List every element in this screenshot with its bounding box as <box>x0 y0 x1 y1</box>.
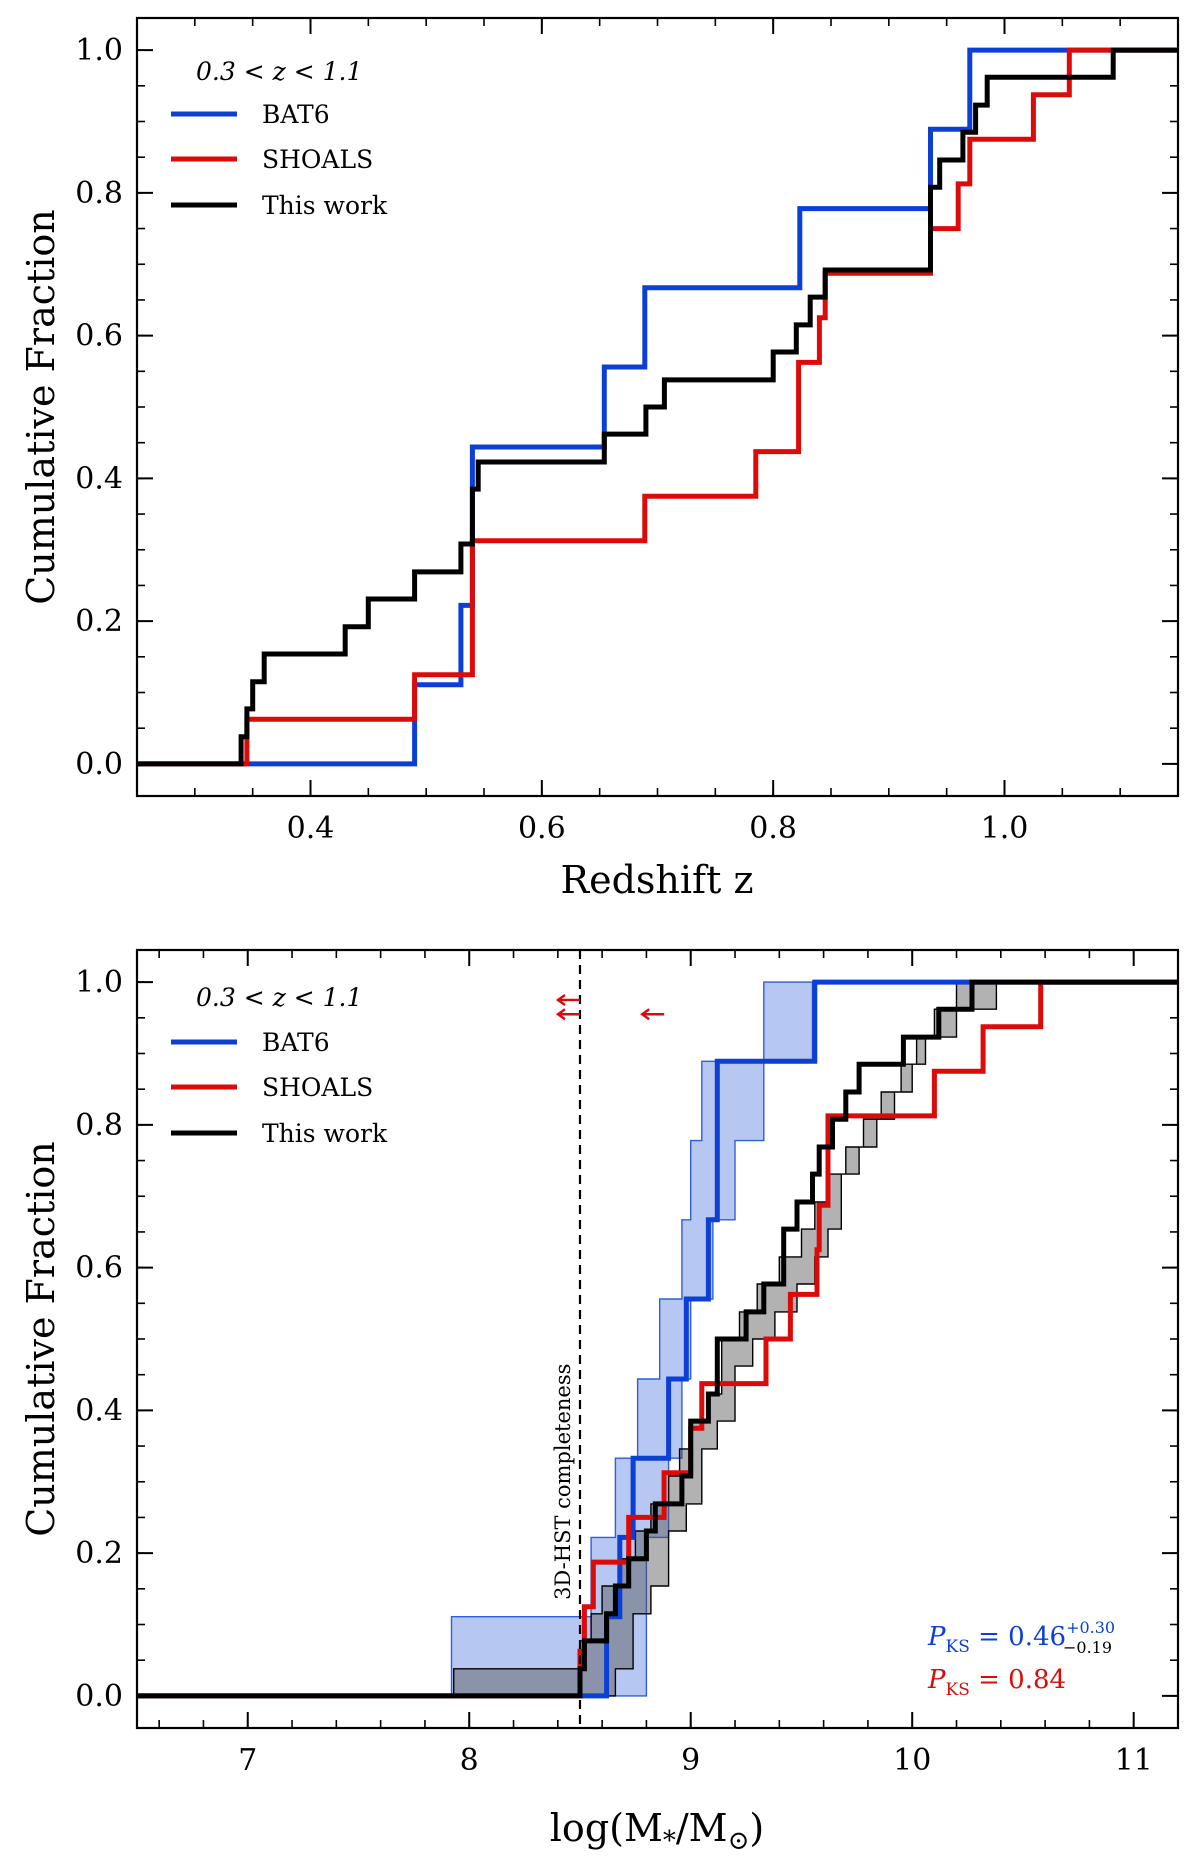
redshift-x-tick-label: 0.4 <box>287 811 335 846</box>
redshift-x-axis-title: Redshift z <box>561 858 754 902</box>
pks-shoals-annotation: PKS = 0.84 <box>927 1665 1066 1700</box>
mass-x-tick-label: 10 <box>893 1743 931 1778</box>
legend-label-bat6: BAT6 <box>262 100 330 129</box>
series-line-this-work <box>137 979 1178 1699</box>
upper-limit-arrows <box>555 993 665 1021</box>
upper-limit-arrow <box>555 993 580 1006</box>
series-line-bat6 <box>137 979 1178 1699</box>
mass-x-tick-label: 11 <box>1115 1743 1153 1778</box>
upper-limit-arrow <box>640 1008 665 1021</box>
mass-x-title-mid: /M <box>676 1806 728 1850</box>
mass-x-axis-title: log(M*/M⊙) <box>550 1806 764 1856</box>
series-line-shoals <box>137 47 1178 767</box>
mass-axis-ticks: 7 8 9 10 11 0.0 0.2 0.4 0.6 0.8 1.0 <box>75 950 1179 1778</box>
redshift-y-axis-title: Cumulative Fraction <box>19 209 63 605</box>
mass-legend: 0.3 < z < 1.1 BAT6 SHOALS This work <box>171 983 388 1148</box>
completeness-label: 3D-HST completeness <box>551 1364 575 1600</box>
redshift-y-tick-label: 0.0 <box>75 747 123 782</box>
mass-y-tick-label: 0.6 <box>75 1251 123 1286</box>
redshift-y-tick-label: 0.4 <box>75 461 123 496</box>
series-line-shoals <box>137 979 1178 1699</box>
series-line-bat6 <box>137 47 1178 767</box>
mass-y-tick-label: 1.0 <box>75 965 123 1000</box>
pks-shoals-subscript: KS <box>946 1680 970 1700</box>
mass-y-tick-label: 0.2 <box>75 1536 123 1571</box>
legend-label-bat6: BAT6 <box>262 1028 330 1057</box>
mass-x-title-sub2: ⊙ <box>728 1826 750 1856</box>
series-line-this-work <box>137 47 1178 767</box>
redshift-legend: 0.3 < z < 1.1 BAT6 SHOALS This work <box>171 57 388 220</box>
mass-y-tick-label: 0.0 <box>75 1679 123 1714</box>
upper-limit-arrow <box>555 1008 580 1021</box>
mass-y-tick-label: 0.4 <box>75 1393 123 1428</box>
pks-shoals-symbol: P <box>927 1665 946 1695</box>
pks-shoals-value: = 0.84 <box>970 1665 1066 1695</box>
redshift-x-tick-label: 0.8 <box>749 811 797 846</box>
redshift-y-tick-label: 0.6 <box>75 319 123 354</box>
redshift-x-tick-label: 1.0 <box>981 811 1029 846</box>
legend-label-shoals: SHOALS <box>262 145 373 174</box>
mass-x-title-sub1: * <box>663 1826 676 1856</box>
pks-bat6-upper-error: +0.30 <box>1066 1618 1115 1637</box>
pks-bat6-symbol: P <box>927 1622 946 1652</box>
pks-bat6-subscript: KS <box>946 1637 970 1657</box>
mass-x-tick-label: 8 <box>460 1743 479 1778</box>
stellar-mass-cdf-panel: 3D-HST completeness 7 8 9 10 11 0.0 0.2 0.4 0.6 0… <box>19 948 1180 1856</box>
pks-bat6-annotation: PKS = 0.46+0.30 <box>927 1618 1115 1657</box>
pks-bat6-lower-error: −0.19 <box>1063 1638 1112 1657</box>
band-bat6-range <box>450 981 879 1697</box>
pks-bat6-value: = 0.46 <box>970 1622 1066 1652</box>
mass-y-axis-title: Cumulative Fraction <box>19 1141 63 1537</box>
redshift-x-tick-label: 0.6 <box>518 811 566 846</box>
redshift-cdf-panel: 0.4 0.6 0.8 1.0 0.0 0.2 0.4 0.6 0.8 1.0 0.3 < z <… <box>19 16 1180 902</box>
mass-series-lines <box>137 979 1178 1699</box>
redshift-y-tick-label: 0.8 <box>75 176 123 211</box>
mass-x-tick-label: 7 <box>238 1743 257 1778</box>
mass-y-tick-label: 0.8 <box>75 1108 123 1143</box>
redshift-axis-ticks: 0.4 0.6 0.8 1.0 0.0 0.2 0.4 0.6 0.8 1.0 <box>75 18 1179 846</box>
legend-label-this-work: This work <box>262 191 388 220</box>
redshift-y-tick-label: 1.0 <box>75 33 123 68</box>
legend-label-this-work: This work <box>262 1119 388 1148</box>
mass-x-title-end: ) <box>749 1806 764 1850</box>
mass-plot-frame <box>135 948 1180 1730</box>
legend-title-redshift-range: 0.3 < z < 1.1 <box>196 983 362 1012</box>
mass-x-tick-label: 9 <box>681 1743 700 1778</box>
legend-label-shoals: SHOALS <box>262 1073 373 1102</box>
mass-x-title-main: log(M <box>550 1806 663 1850</box>
legend-title-redshift-range: 0.3 < z < 1.1 <box>196 57 362 86</box>
redshift-y-tick-label: 0.2 <box>75 604 123 639</box>
redshift-series-lines <box>137 47 1178 767</box>
